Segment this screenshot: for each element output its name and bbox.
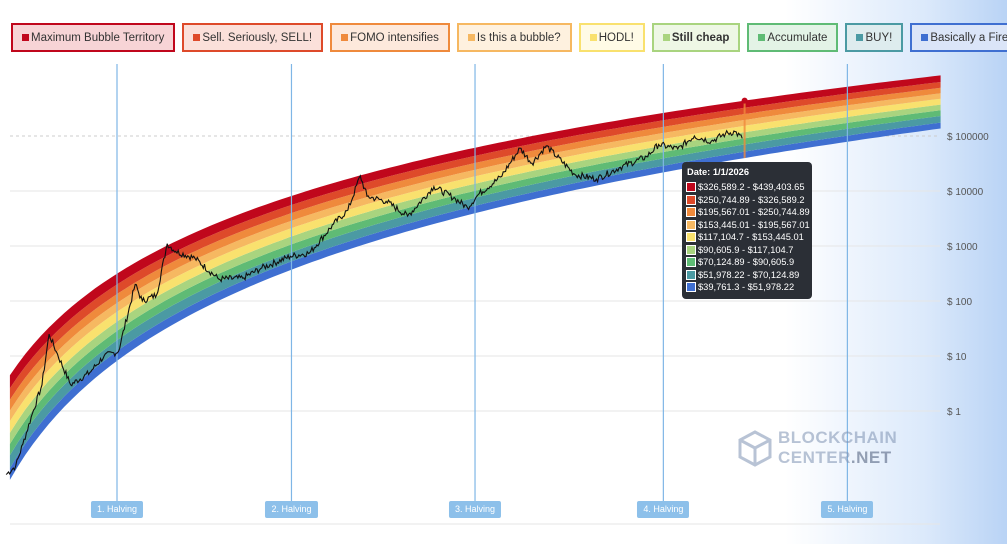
- tooltip-row: $153,445.01 - $195,567.01: [686, 219, 810, 232]
- y-tick-label: $ 1: [947, 407, 961, 418]
- halving-label: 5. Halving: [821, 501, 874, 518]
- legend-item[interactable]: Accumulate: [747, 23, 839, 52]
- y-tick-label: $ 100: [947, 297, 972, 308]
- band-color-icon: [686, 244, 696, 255]
- legend-label: Sell. Seriously, SELL!: [202, 31, 313, 44]
- legend-swatch-icon: [467, 34, 475, 41]
- tooltip-row: $39,761.3 - $51,978.22: [686, 281, 808, 294]
- legend-label: Accumulate: [767, 31, 828, 44]
- watermark-line3: .NET: [850, 448, 892, 467]
- band-color-icon: [686, 207, 696, 218]
- legend-item[interactable]: Maximum Bubble Territory: [11, 23, 176, 52]
- legend-item[interactable]: HODL!: [578, 23, 645, 52]
- tooltip-row: $117,104.7 - $153,445.01: [686, 231, 808, 244]
- tooltip-range: $70,124.89 - $90,605.9: [698, 257, 795, 268]
- legend-label: Basically a Fire Sale: [930, 31, 1007, 44]
- band-color-icon: [686, 232, 696, 243]
- legend-label: Still cheap: [671, 31, 730, 44]
- legend-item[interactable]: Is this a bubble?: [456, 23, 572, 52]
- y-tick-label: $ 10000: [947, 187, 984, 198]
- tooltip-row: $70,124.89 - $90,605.9: [686, 256, 808, 269]
- legend-label: Is this a bubble?: [476, 31, 561, 44]
- tooltip-range: $39,761.3 - $51,978.22: [698, 282, 795, 293]
- tooltip-row: $51,978.22 - $70,124.89: [686, 269, 808, 282]
- halving-label: 4. Halving: [637, 501, 690, 518]
- legend-item[interactable]: Sell. Seriously, SELL!: [182, 23, 324, 52]
- tooltip: Date: 1/1/2026 $326,589.2 - $439,403.65 $…: [682, 162, 812, 299]
- band-color-icon: [686, 282, 696, 293]
- tooltip-range: $326,589.2 - $439,403.65: [698, 182, 805, 193]
- band-color-icon: [686, 257, 696, 268]
- legend-label: BUY!: [865, 31, 893, 44]
- tooltip-range: $117,104.7 - $153,445.01: [698, 232, 804, 243]
- legend-label: HODL!: [598, 31, 634, 44]
- legend-item[interactable]: Still cheap: [651, 23, 741, 52]
- band-color-icon: [686, 269, 696, 280]
- tooltip-range: $51,978.22 - $70,124.89: [698, 269, 800, 280]
- tooltip-range: $153,445.01 - $195,567.01: [698, 219, 810, 230]
- band-color-icon: [686, 194, 696, 205]
- legend-swatch-icon: [662, 34, 670, 41]
- legend-item[interactable]: Basically a Fire Sale: [910, 23, 1007, 52]
- band-color-icon: [686, 219, 696, 230]
- tooltip-row: $250,744.89 - $326,589.2: [686, 194, 808, 207]
- tooltip-date: Date: 1/1/2026: [687, 167, 750, 177]
- legend-swatch-icon: [758, 34, 766, 41]
- legend-swatch-icon: [921, 34, 929, 41]
- btc-price-line: [5, 129, 743, 475]
- tooltip-range: $195,567.01 - $250,744.89: [698, 207, 810, 218]
- watermark-line2: CENTER: [778, 448, 851, 467]
- legend-swatch-icon: [193, 34, 201, 41]
- tooltip-row: $326,589.2 - $439,403.65: [686, 181, 808, 194]
- legend-label: Maximum Bubble Territory: [31, 31, 165, 44]
- legend-label: FOMO intensifies: [350, 31, 439, 44]
- y-tick-label: $ 1000: [947, 242, 978, 253]
- tooltip-row: $90,605.9 - $117,104.7: [686, 244, 808, 257]
- legend-swatch-icon: [341, 34, 349, 41]
- y-tick-label: $ 10: [947, 352, 967, 363]
- watermark-logo: BLOCKCHAIN CENTER.NET: [736, 428, 897, 468]
- tooltip-range: $90,605.9 - $117,104.7: [698, 244, 794, 255]
- legend-item[interactable]: BUY!: [845, 23, 904, 52]
- legend: Maximum Bubble Territory Sell. Seriously,…: [11, 23, 1007, 52]
- tooltip-range: $250,744.89 - $326,589.2: [698, 194, 805, 205]
- band-color-icon: [686, 182, 696, 193]
- halving-label: 2. Halving: [265, 501, 318, 518]
- halving-label: 3. Halving: [449, 501, 502, 518]
- tooltip-row: $195,567.01 - $250,744.89: [686, 206, 810, 219]
- watermark-line1: BLOCKCHAIN: [778, 428, 898, 447]
- halving-label: 1. Halving: [90, 501, 144, 518]
- legend-swatch-icon: [856, 34, 864, 41]
- cube-logo-icon: [738, 430, 772, 467]
- legend-swatch-icon: [22, 34, 29, 41]
- y-tick-label: $ 100000: [947, 132, 989, 143]
- legend-swatch-icon: [589, 34, 597, 41]
- legend-item[interactable]: FOMO intensifies: [330, 23, 450, 52]
- hover-point: [741, 97, 748, 104]
